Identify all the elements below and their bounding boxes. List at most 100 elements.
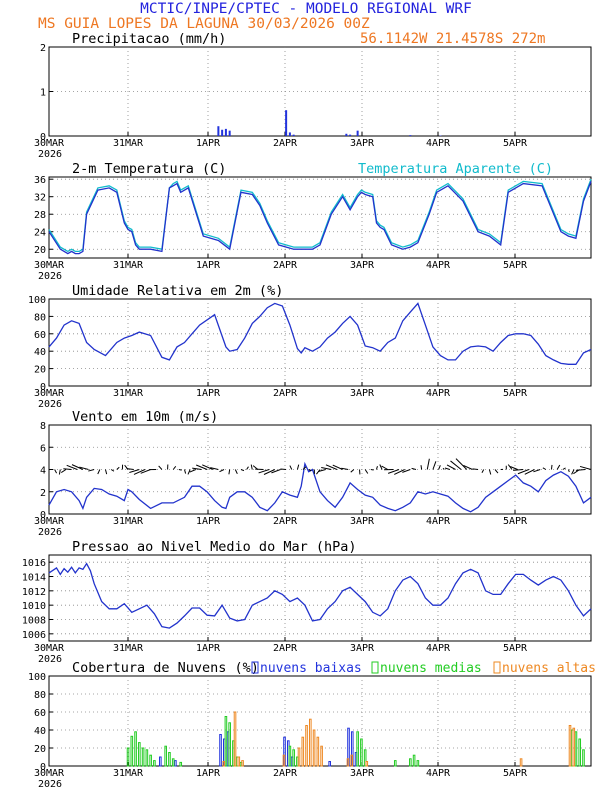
precip-bar	[217, 126, 220, 136]
header-line1: MCTIC/INPE/CPTEC - MODELO REGIONAL WRF	[140, 1, 472, 17]
y-tick-label: 4	[40, 466, 46, 477]
cloud-bar-nuvens-medias	[288, 745, 292, 767]
wind-barb	[271, 469, 281, 474]
precip-bar	[221, 129, 224, 136]
wind-barb	[517, 469, 530, 475]
y-tick-label: 80	[34, 312, 46, 323]
x-tick-label: 4APR	[426, 768, 451, 779]
x-tick-label: 1APR	[196, 643, 221, 654]
x-tick-label: 1APR	[196, 388, 221, 399]
legend-apparent-temperature: Temperatura Aparente (C)	[358, 161, 553, 177]
cloud-bar-nuvens-altas	[297, 747, 301, 767]
y-tick-label: 20	[34, 245, 46, 256]
y-tick-label: 24	[34, 228, 46, 239]
cloud-bar-nuvens-medias	[412, 754, 416, 767]
header-line2: MS GUIA LOPES DA LAGUNA 30/03/2026 00Z	[38, 16, 370, 32]
y-tick-label: 1008	[22, 616, 46, 627]
wind-barb	[533, 469, 541, 473]
precip-bar	[345, 133, 348, 136]
y-tick-label: 1014	[22, 573, 46, 584]
cloud-bar-nuvens-altas	[568, 725, 572, 767]
cloud-bar-nuvens-medias	[168, 752, 171, 767]
x-tick-label: 5APR	[503, 643, 528, 654]
wind-barb	[472, 468, 479, 470]
panel-3: 30MAR 31MAR 1APR 2APR 3APR 4APR 5APR 2026 0 20 40 6…	[28, 283, 592, 410]
x-tick-label: 31MAR	[113, 643, 144, 654]
x-tick-label: 1APR	[196, 138, 221, 149]
wind-barb	[420, 465, 423, 470]
wind-barb	[66, 464, 78, 470]
x-tick-label: 1APR	[196, 260, 221, 271]
y-tick-label: 2	[40, 43, 46, 54]
wind-barb	[494, 469, 499, 474]
wind-barb	[178, 469, 182, 471]
wind-barb	[567, 469, 570, 473]
y-tick-label: 1	[40, 88, 46, 99]
y-tick-label: 100	[28, 672, 46, 683]
wind-barb	[308, 469, 312, 472]
x-tick-label: 5APR	[503, 768, 528, 779]
wind-barb	[228, 469, 231, 475]
wind-barb	[240, 469, 245, 472]
y-tick-label: 20	[34, 365, 46, 376]
wind-barb	[210, 467, 219, 470]
x-tick-label: 3APR	[350, 516, 375, 527]
cloud-bar-nuvens-altas	[309, 718, 312, 767]
wind-barb	[411, 467, 417, 470]
panel-title: 2-m Temperatura (C)	[72, 161, 226, 177]
panel-frame	[48, 176, 592, 259]
wind-barb	[442, 467, 445, 470]
wind-barb	[158, 465, 163, 470]
y-tick-label: 1012	[22, 587, 46, 598]
wind-barb	[341, 467, 349, 470]
y-tick-label: 0	[40, 762, 46, 773]
x-tick-label: 1APR	[196, 516, 221, 527]
y-tick-label: 1006	[22, 630, 46, 641]
cloud-bar-nuvens-altas	[305, 725, 308, 767]
legend-swatch	[371, 661, 379, 674]
precip-bar	[349, 134, 352, 136]
y-tick-label: 32	[34, 193, 46, 204]
x-tick-label: 2APR	[273, 388, 298, 399]
y-tick-label: 2	[40, 488, 46, 499]
x-tick-label: 3APR	[350, 643, 375, 654]
cloud-bar-nuvens-altas	[233, 711, 237, 767]
cloud-bar-nuvens-altas	[572, 727, 576, 767]
wind-barb	[289, 465, 293, 470]
x-year-label: 2026	[38, 527, 62, 538]
wind-barb	[364, 469, 369, 474]
legend-swatch	[251, 661, 259, 674]
cloud-bar-nuvens-medias	[228, 722, 231, 767]
x-tick-label: 2APR	[273, 768, 298, 779]
x-year-label: 2026	[38, 271, 62, 282]
x-year-label: 2026	[38, 149, 62, 160]
y-tick-label: 28	[34, 210, 46, 221]
cloud-bar-nuvens-altas	[301, 736, 305, 767]
x-tick-label: 3APR	[350, 388, 375, 399]
wind-barb	[202, 464, 213, 470]
cloud-bar-nuvens-medias	[134, 731, 137, 767]
wind-barb	[446, 464, 456, 470]
cloud-bar-nuvens-medias	[578, 738, 582, 767]
wind-barb	[562, 467, 566, 470]
panel-frame	[48, 554, 592, 642]
wind-barb	[481, 469, 485, 473]
cloud-bar-nuvens-altas	[316, 736, 320, 767]
wind-barb	[488, 469, 492, 475]
cloud-bar-nuvens-baixas	[174, 760, 177, 767]
x-tick-label: 2APR	[273, 643, 298, 654]
wind-barb	[263, 469, 276, 475]
wind-barb	[438, 465, 441, 470]
cloud-bar-nuvens-medias	[164, 745, 167, 767]
legend-label: nuvens baixas	[260, 661, 362, 676]
y-tick-label: 40	[34, 726, 46, 737]
wind-barb	[316, 469, 321, 475]
cloud-bar-nuvens-altas	[519, 758, 523, 767]
wind-barb	[129, 469, 140, 473]
legend-swatch	[493, 661, 501, 674]
wind-barb	[302, 466, 307, 470]
wind-barb	[116, 466, 120, 470]
pressure-line	[48, 562, 592, 629]
y-tick-label: 1010	[22, 601, 46, 612]
wind-barb	[187, 469, 191, 475]
